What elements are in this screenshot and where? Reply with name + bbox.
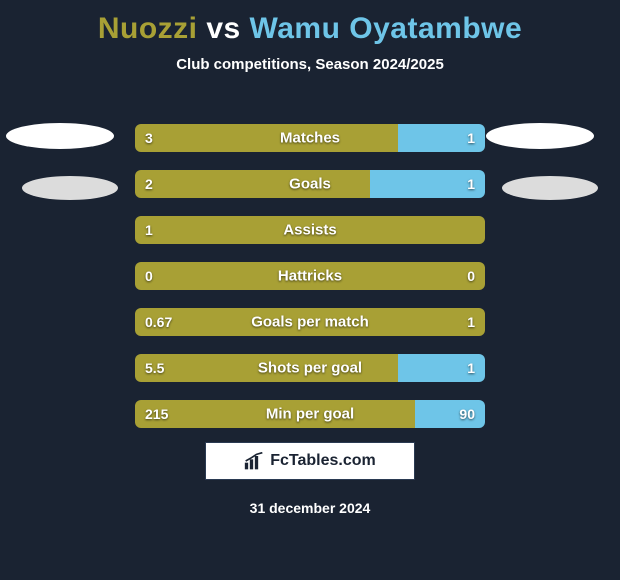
footer-date: 31 december 2024 <box>0 500 620 516</box>
stat-value-left: 0.67 <box>145 314 172 330</box>
avatar-ellipse <box>486 123 594 149</box>
brand-badge: FcTables.com <box>205 442 415 480</box>
stat-row: Hattricks0 0 <box>135 262 485 290</box>
stat-row: Shots per goal5.5 1 <box>135 354 485 382</box>
stat-value-right: 90 <box>459 406 475 422</box>
brand-text: FcTables.com <box>270 452 376 470</box>
stat-value-left: 3 <box>145 130 153 146</box>
title-player1: Nuozzi <box>98 12 198 45</box>
title-player2: Wamu Oyatambwe <box>250 12 523 45</box>
stat-label: Goals per match <box>135 314 485 331</box>
title-vs: vs <box>206 12 240 45</box>
stat-value-left: 0 <box>145 268 153 284</box>
stat-value-right: 1 <box>467 130 475 146</box>
stat-value-right: 1 <box>467 314 475 330</box>
stat-value-left: 5.5 <box>145 360 164 376</box>
stat-label: Matches <box>135 130 485 147</box>
stat-row: Matches3 1 <box>135 124 485 152</box>
stat-label: Goals <box>135 176 485 193</box>
avatar-ellipse <box>502 176 598 200</box>
stat-value-right: 1 <box>467 176 475 192</box>
stat-label: Shots per goal <box>135 360 485 377</box>
stat-label: Assists <box>135 222 485 239</box>
stat-label: Min per goal <box>135 406 485 423</box>
comparison-rows: Matches31Goals21Assists1Hattricks00Goals… <box>135 124 485 446</box>
stat-row: Min per goal215 90 <box>135 400 485 428</box>
page-title: Nuozzi vs Wamu Oyatambwe <box>0 0 620 46</box>
stat-label: Hattricks <box>135 268 485 285</box>
subtitle: Club competitions, Season 2024/2025 <box>0 56 620 73</box>
stat-value-right: 0 <box>467 268 475 284</box>
avatar-ellipse <box>22 176 118 200</box>
avatar-ellipse <box>6 123 114 149</box>
stat-row: Goals2 1 <box>135 170 485 198</box>
stat-value-left: 2 <box>145 176 153 192</box>
brand-chart-icon <box>244 452 264 470</box>
stat-value-right: 1 <box>467 360 475 376</box>
stat-row: Goals per match0.67 1 <box>135 308 485 336</box>
stat-row: Assists1 <box>135 216 485 244</box>
stat-value-left: 1 <box>145 222 153 238</box>
stat-value-left: 215 <box>145 406 168 422</box>
